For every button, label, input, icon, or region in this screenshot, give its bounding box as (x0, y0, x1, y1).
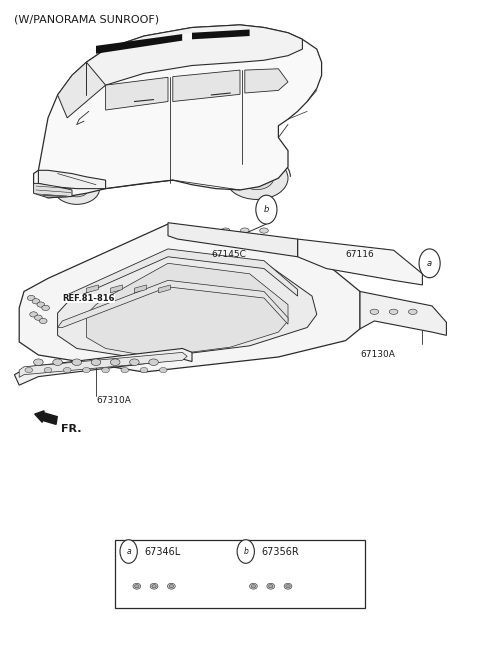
Ellipse shape (39, 318, 47, 324)
Ellipse shape (102, 367, 109, 373)
Polygon shape (192, 29, 250, 39)
Ellipse shape (260, 228, 268, 233)
Ellipse shape (72, 359, 82, 365)
Text: 67356R: 67356R (261, 546, 299, 557)
Ellipse shape (169, 585, 173, 588)
Ellipse shape (54, 173, 100, 204)
Ellipse shape (168, 583, 175, 590)
Bar (115, 540, 365, 608)
Ellipse shape (323, 248, 330, 252)
Ellipse shape (35, 315, 42, 320)
Polygon shape (58, 280, 288, 328)
Ellipse shape (91, 359, 101, 365)
Ellipse shape (72, 185, 82, 192)
Ellipse shape (284, 583, 292, 590)
Polygon shape (96, 34, 182, 54)
Text: (W/PANORAMA SUNROOF): (W/PANORAMA SUNROOF) (14, 14, 159, 24)
Circle shape (256, 195, 277, 224)
Polygon shape (158, 285, 170, 293)
Ellipse shape (183, 228, 192, 233)
Ellipse shape (63, 367, 71, 373)
Text: REF.81-816: REF.81-816 (62, 293, 115, 303)
Ellipse shape (30, 312, 37, 317)
Circle shape (120, 540, 137, 563)
Ellipse shape (269, 585, 273, 588)
Ellipse shape (121, 367, 129, 373)
Ellipse shape (202, 228, 211, 233)
Polygon shape (182, 33, 192, 41)
Text: b: b (243, 547, 248, 556)
Text: 67116: 67116 (346, 250, 374, 259)
Ellipse shape (361, 253, 369, 258)
Text: FR.: FR. (61, 424, 82, 434)
Polygon shape (86, 285, 98, 293)
Ellipse shape (221, 228, 230, 233)
Ellipse shape (44, 367, 52, 373)
Ellipse shape (32, 299, 40, 304)
Ellipse shape (36, 184, 55, 194)
Ellipse shape (226, 157, 288, 200)
Polygon shape (134, 285, 146, 293)
Ellipse shape (149, 359, 158, 365)
Ellipse shape (37, 302, 45, 307)
Polygon shape (58, 62, 106, 118)
Text: 67130A: 67130A (360, 350, 395, 360)
Polygon shape (67, 249, 298, 301)
Polygon shape (14, 348, 192, 385)
Text: 67310A: 67310A (96, 396, 131, 405)
Circle shape (419, 249, 440, 278)
Ellipse shape (27, 295, 35, 301)
Polygon shape (298, 239, 422, 285)
Polygon shape (77, 25, 302, 95)
Polygon shape (19, 224, 360, 372)
Polygon shape (38, 170, 106, 189)
Ellipse shape (152, 585, 156, 588)
Ellipse shape (389, 309, 398, 314)
Polygon shape (58, 250, 317, 359)
Ellipse shape (408, 309, 417, 314)
Text: b: b (264, 205, 269, 214)
Text: a: a (126, 547, 131, 556)
Ellipse shape (65, 181, 89, 197)
Circle shape (237, 540, 254, 563)
Ellipse shape (130, 359, 139, 365)
Polygon shape (360, 291, 446, 335)
Ellipse shape (140, 367, 148, 373)
Polygon shape (110, 285, 122, 293)
Polygon shape (19, 352, 187, 377)
Ellipse shape (159, 367, 167, 373)
Polygon shape (34, 25, 322, 198)
Ellipse shape (83, 367, 90, 373)
Ellipse shape (252, 585, 256, 588)
Ellipse shape (34, 359, 43, 365)
Ellipse shape (250, 174, 264, 183)
Ellipse shape (240, 228, 249, 233)
Text: 67145C: 67145C (211, 250, 246, 259)
Ellipse shape (133, 583, 141, 590)
Ellipse shape (110, 359, 120, 365)
Ellipse shape (150, 583, 158, 590)
Polygon shape (34, 183, 72, 198)
Ellipse shape (42, 305, 49, 310)
Ellipse shape (240, 167, 274, 190)
Polygon shape (106, 77, 168, 110)
Ellipse shape (286, 585, 290, 588)
Polygon shape (173, 70, 240, 102)
Polygon shape (86, 263, 288, 357)
Ellipse shape (53, 359, 62, 365)
Ellipse shape (370, 309, 379, 314)
Ellipse shape (134, 585, 139, 588)
Polygon shape (168, 223, 298, 257)
Ellipse shape (342, 250, 349, 255)
Ellipse shape (25, 367, 33, 373)
Polygon shape (245, 69, 288, 93)
Text: 67346L: 67346L (144, 546, 180, 557)
Ellipse shape (250, 583, 257, 590)
Text: a: a (427, 259, 432, 268)
Ellipse shape (267, 583, 275, 590)
FancyArrow shape (35, 411, 57, 424)
